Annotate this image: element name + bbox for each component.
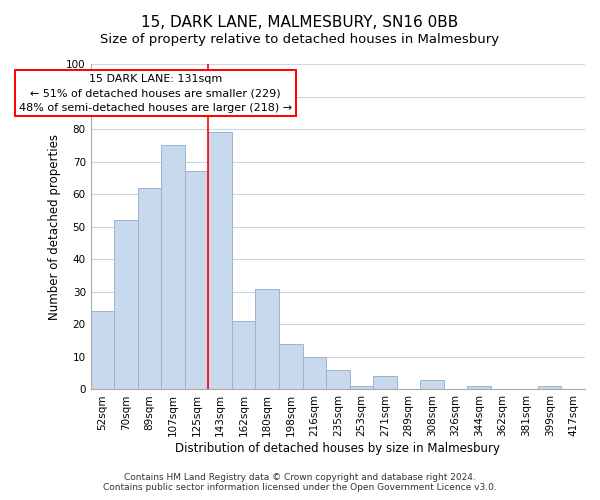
Bar <box>326 370 350 390</box>
Bar <box>185 172 208 390</box>
Bar <box>91 312 114 390</box>
Bar <box>538 386 562 390</box>
Bar <box>302 357 326 390</box>
Bar <box>467 386 491 390</box>
Text: 15, DARK LANE, MALMESBURY, SN16 0BB: 15, DARK LANE, MALMESBURY, SN16 0BB <box>142 15 458 30</box>
Text: 15 DARK LANE: 131sqm
← 51% of detached houses are smaller (229)
48% of semi-deta: 15 DARK LANE: 131sqm ← 51% of detached h… <box>19 74 292 112</box>
Bar <box>279 344 302 390</box>
Bar <box>161 146 185 390</box>
X-axis label: Distribution of detached houses by size in Malmesbury: Distribution of detached houses by size … <box>175 442 500 455</box>
Y-axis label: Number of detached properties: Number of detached properties <box>47 134 61 320</box>
Bar <box>256 288 279 390</box>
Text: Contains HM Land Registry data © Crown copyright and database right 2024.
Contai: Contains HM Land Registry data © Crown c… <box>103 473 497 492</box>
Bar <box>114 220 138 390</box>
Bar <box>350 386 373 390</box>
Text: Size of property relative to detached houses in Malmesbury: Size of property relative to detached ho… <box>100 32 500 46</box>
Bar <box>232 321 256 390</box>
Bar <box>373 376 397 390</box>
Bar <box>420 380 444 390</box>
Bar <box>208 132 232 390</box>
Bar <box>138 188 161 390</box>
